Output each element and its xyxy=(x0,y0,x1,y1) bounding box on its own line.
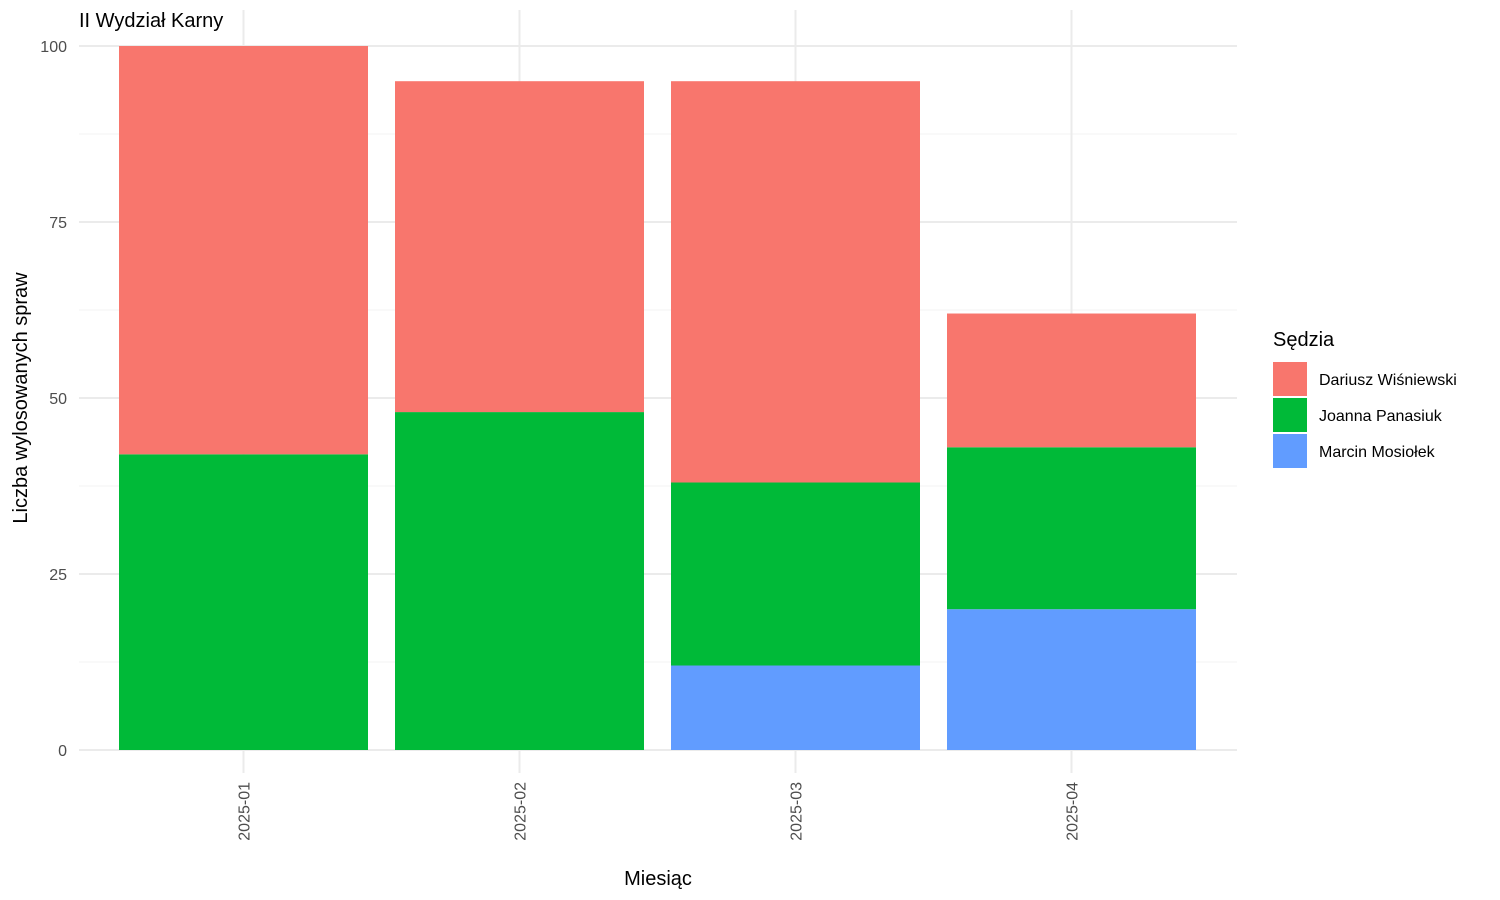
y-axis-ticks: 0 25 50 75 100 xyxy=(40,39,67,760)
y-tick-label: 75 xyxy=(49,215,67,232)
legend-label: Marcin Mosiołek xyxy=(1319,444,1436,461)
legend: Sędzia Dariusz Wiśniewski Joanna Panasiuk… xyxy=(1273,329,1457,468)
bar-segment xyxy=(947,447,1196,610)
x-tick-label: 2025-02 xyxy=(513,782,530,841)
legend-swatch xyxy=(1273,362,1307,396)
y-tick-label: 0 xyxy=(58,743,67,760)
legend-label: Dariusz Wiśniewski xyxy=(1319,372,1457,389)
bar-segment xyxy=(671,81,920,483)
bars xyxy=(119,46,1196,750)
legend-label: Joanna Panasiuk xyxy=(1319,408,1443,425)
bar-segment xyxy=(119,454,368,750)
y-tick-label: 100 xyxy=(40,39,67,56)
bar-segment xyxy=(119,46,368,455)
bar-segment xyxy=(671,482,920,666)
x-axis-title: Miesiąc xyxy=(624,868,692,890)
bar-segment xyxy=(671,665,920,750)
x-tick-label: 2025-01 xyxy=(237,782,254,841)
x-axis-ticks: 2025-01 2025-02 2025-03 2025-04 xyxy=(237,782,1082,841)
x-tick-label: 2025-03 xyxy=(789,782,806,841)
y-axis-title: Liczba wylosowanych spraw xyxy=(10,272,32,524)
bar-segment xyxy=(947,609,1196,750)
legend-title: Sędzia xyxy=(1273,329,1335,351)
bar-segment xyxy=(395,412,644,750)
chart-title: II Wydział Karny xyxy=(79,10,223,32)
y-tick-label: 25 xyxy=(49,567,67,584)
legend-swatch xyxy=(1273,398,1307,432)
bar-segment xyxy=(947,313,1196,448)
x-tick-label: 2025-04 xyxy=(1065,782,1082,841)
bar-segment xyxy=(395,81,644,413)
y-tick-label: 50 xyxy=(49,391,67,408)
legend-swatch xyxy=(1273,434,1307,468)
